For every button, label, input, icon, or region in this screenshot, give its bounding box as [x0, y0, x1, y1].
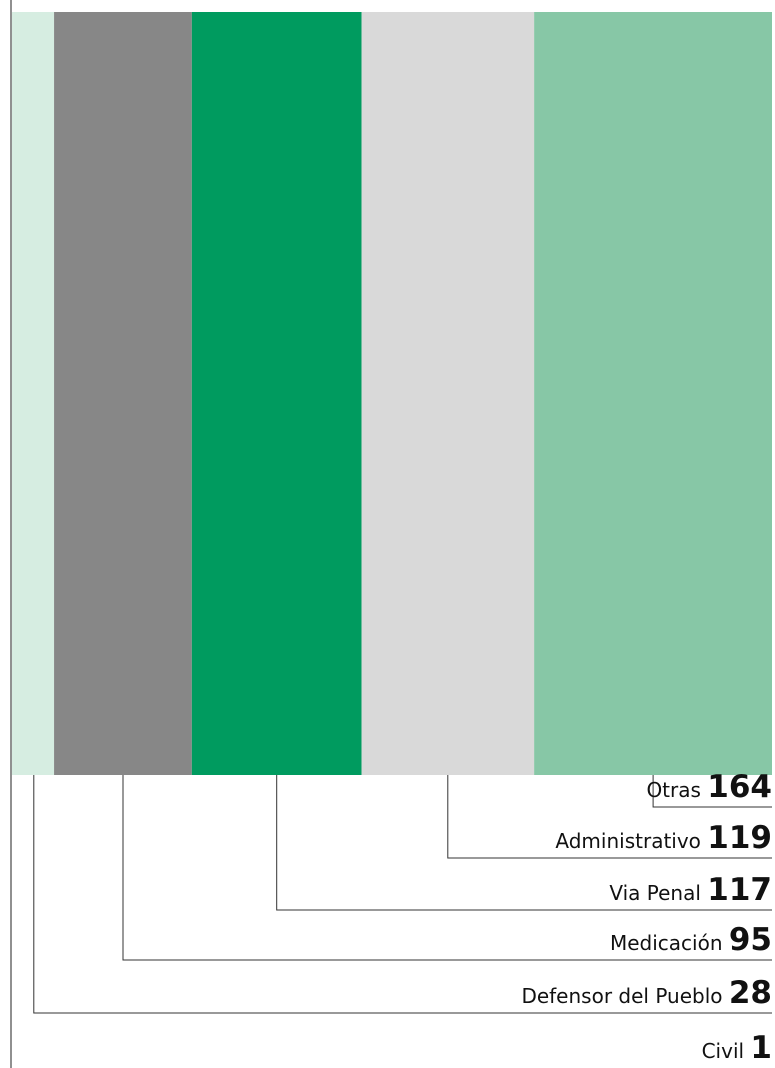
category-name: Medicación — [610, 931, 729, 955]
leader-administrativo — [447, 775, 772, 859]
label-civil: Civil 1 — [702, 1030, 772, 1066]
label-text-civil: Civil 1 — [702, 1030, 772, 1066]
bar-administrativo — [361, 12, 535, 775]
label-via-penal: Via Penal 117 — [609, 872, 772, 908]
category-value: 95 — [729, 922, 772, 958]
label-otras: Otras 164 — [646, 769, 772, 805]
leader-medicacion — [122, 775, 772, 961]
label-administrativo: Administrativo 119 — [555, 820, 772, 856]
category-value: 117 — [707, 872, 772, 908]
label-medicacion: Medicación 95 — [610, 922, 772, 958]
category-value: 28 — [729, 975, 772, 1011]
category-value: 1 — [750, 1030, 772, 1066]
category-value: 119 — [707, 820, 772, 856]
label-defensor-del-pueblo: Defensor del Pueblo 28 — [521, 975, 772, 1011]
leader-otras — [652, 775, 772, 808]
label-text-via-penal: Via Penal 117 — [609, 872, 772, 908]
category-name: Defensor del Pueblo — [521, 984, 728, 1008]
category-name: Administrativo — [555, 829, 707, 853]
bar-civil — [12, 12, 14, 775]
category-name: Civil — [702, 1039, 751, 1063]
leader-lines — [10, 0, 772, 1068]
category-name: Otras — [646, 778, 707, 802]
bar-segments — [12, 12, 772, 775]
bar-otras — [534, 12, 772, 775]
leader-via-penal — [276, 775, 772, 911]
category-value: 164 — [707, 769, 772, 805]
category-labels: Civil 1 Defensor del Pueblo 28 Medicación … — [521, 769, 772, 1066]
category-name: Via Penal — [609, 881, 707, 905]
label-text-administrativo: Administrativo 119 — [555, 820, 772, 856]
bar-via-penal — [191, 12, 362, 775]
label-text-medicacion: Medicación 95 — [610, 922, 772, 958]
bar-medicacion — [54, 12, 192, 775]
label-text-defensor-del-pueblo: Defensor del Pueblo 28 — [521, 975, 772, 1011]
leader-defensor-del-pueblo — [33, 775, 772, 1014]
label-text-otras: Otras 164 — [646, 769, 772, 805]
bar-defensor-del-pueblo — [13, 12, 55, 775]
